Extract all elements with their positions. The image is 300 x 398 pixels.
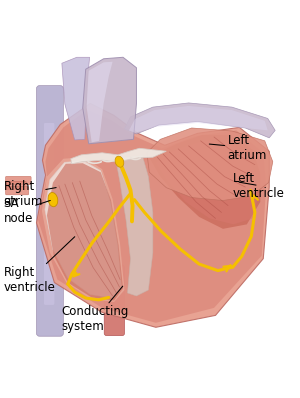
Polygon shape [150,135,260,229]
Polygon shape [37,103,269,327]
Text: Conducting
system: Conducting system [62,286,129,333]
Ellipse shape [48,193,58,207]
Polygon shape [62,57,90,140]
Polygon shape [124,103,275,138]
Text: Left
atrium: Left atrium [209,134,267,162]
FancyBboxPatch shape [5,187,29,195]
Polygon shape [71,148,166,164]
FancyBboxPatch shape [5,176,31,185]
Polygon shape [38,109,266,323]
FancyBboxPatch shape [44,123,54,305]
Polygon shape [129,106,268,133]
Polygon shape [147,128,273,201]
FancyBboxPatch shape [5,181,26,190]
Text: SA
node: SA node [4,197,50,225]
Polygon shape [42,157,124,302]
Text: Right
ventricle: Right ventricle [4,237,75,294]
Polygon shape [47,163,123,300]
Polygon shape [87,62,112,142]
Ellipse shape [115,156,124,167]
FancyBboxPatch shape [37,86,63,336]
Polygon shape [116,156,153,296]
Polygon shape [83,57,136,144]
FancyBboxPatch shape [104,265,124,336]
Text: Right
atrium: Right atrium [4,179,56,208]
Text: Left
ventricle: Left ventricle [233,172,285,199]
Polygon shape [45,161,122,298]
Polygon shape [156,141,257,224]
